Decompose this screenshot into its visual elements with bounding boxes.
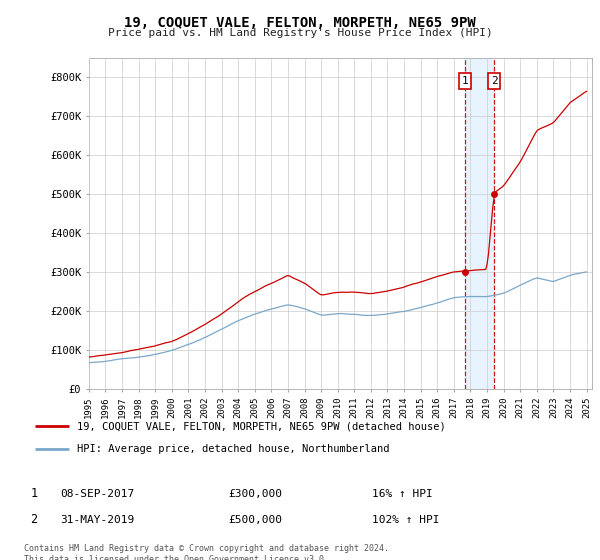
Text: Contains HM Land Registry data © Crown copyright and database right 2024.
This d: Contains HM Land Registry data © Crown c… [24,544,389,560]
Text: 1: 1 [31,487,37,501]
Text: £300,000: £300,000 [228,489,282,499]
Text: 2: 2 [31,513,37,526]
Text: 08-SEP-2017: 08-SEP-2017 [60,489,134,499]
Text: 1: 1 [462,76,469,86]
Text: £500,000: £500,000 [228,515,282,525]
Text: HPI: Average price, detached house, Northumberland: HPI: Average price, detached house, Nort… [77,444,389,454]
Text: Price paid vs. HM Land Registry's House Price Index (HPI): Price paid vs. HM Land Registry's House … [107,28,493,38]
Text: 19, COQUET VALE, FELTON, MORPETH, NE65 9PW: 19, COQUET VALE, FELTON, MORPETH, NE65 9… [124,16,476,30]
Text: 16% ↑ HPI: 16% ↑ HPI [372,489,433,499]
Text: 2: 2 [491,76,497,86]
Text: 19, COQUET VALE, FELTON, MORPETH, NE65 9PW (detached house): 19, COQUET VALE, FELTON, MORPETH, NE65 9… [77,422,446,431]
Text: 31-MAY-2019: 31-MAY-2019 [60,515,134,525]
Text: 102% ↑ HPI: 102% ↑ HPI [372,515,439,525]
Bar [466,58,494,389]
